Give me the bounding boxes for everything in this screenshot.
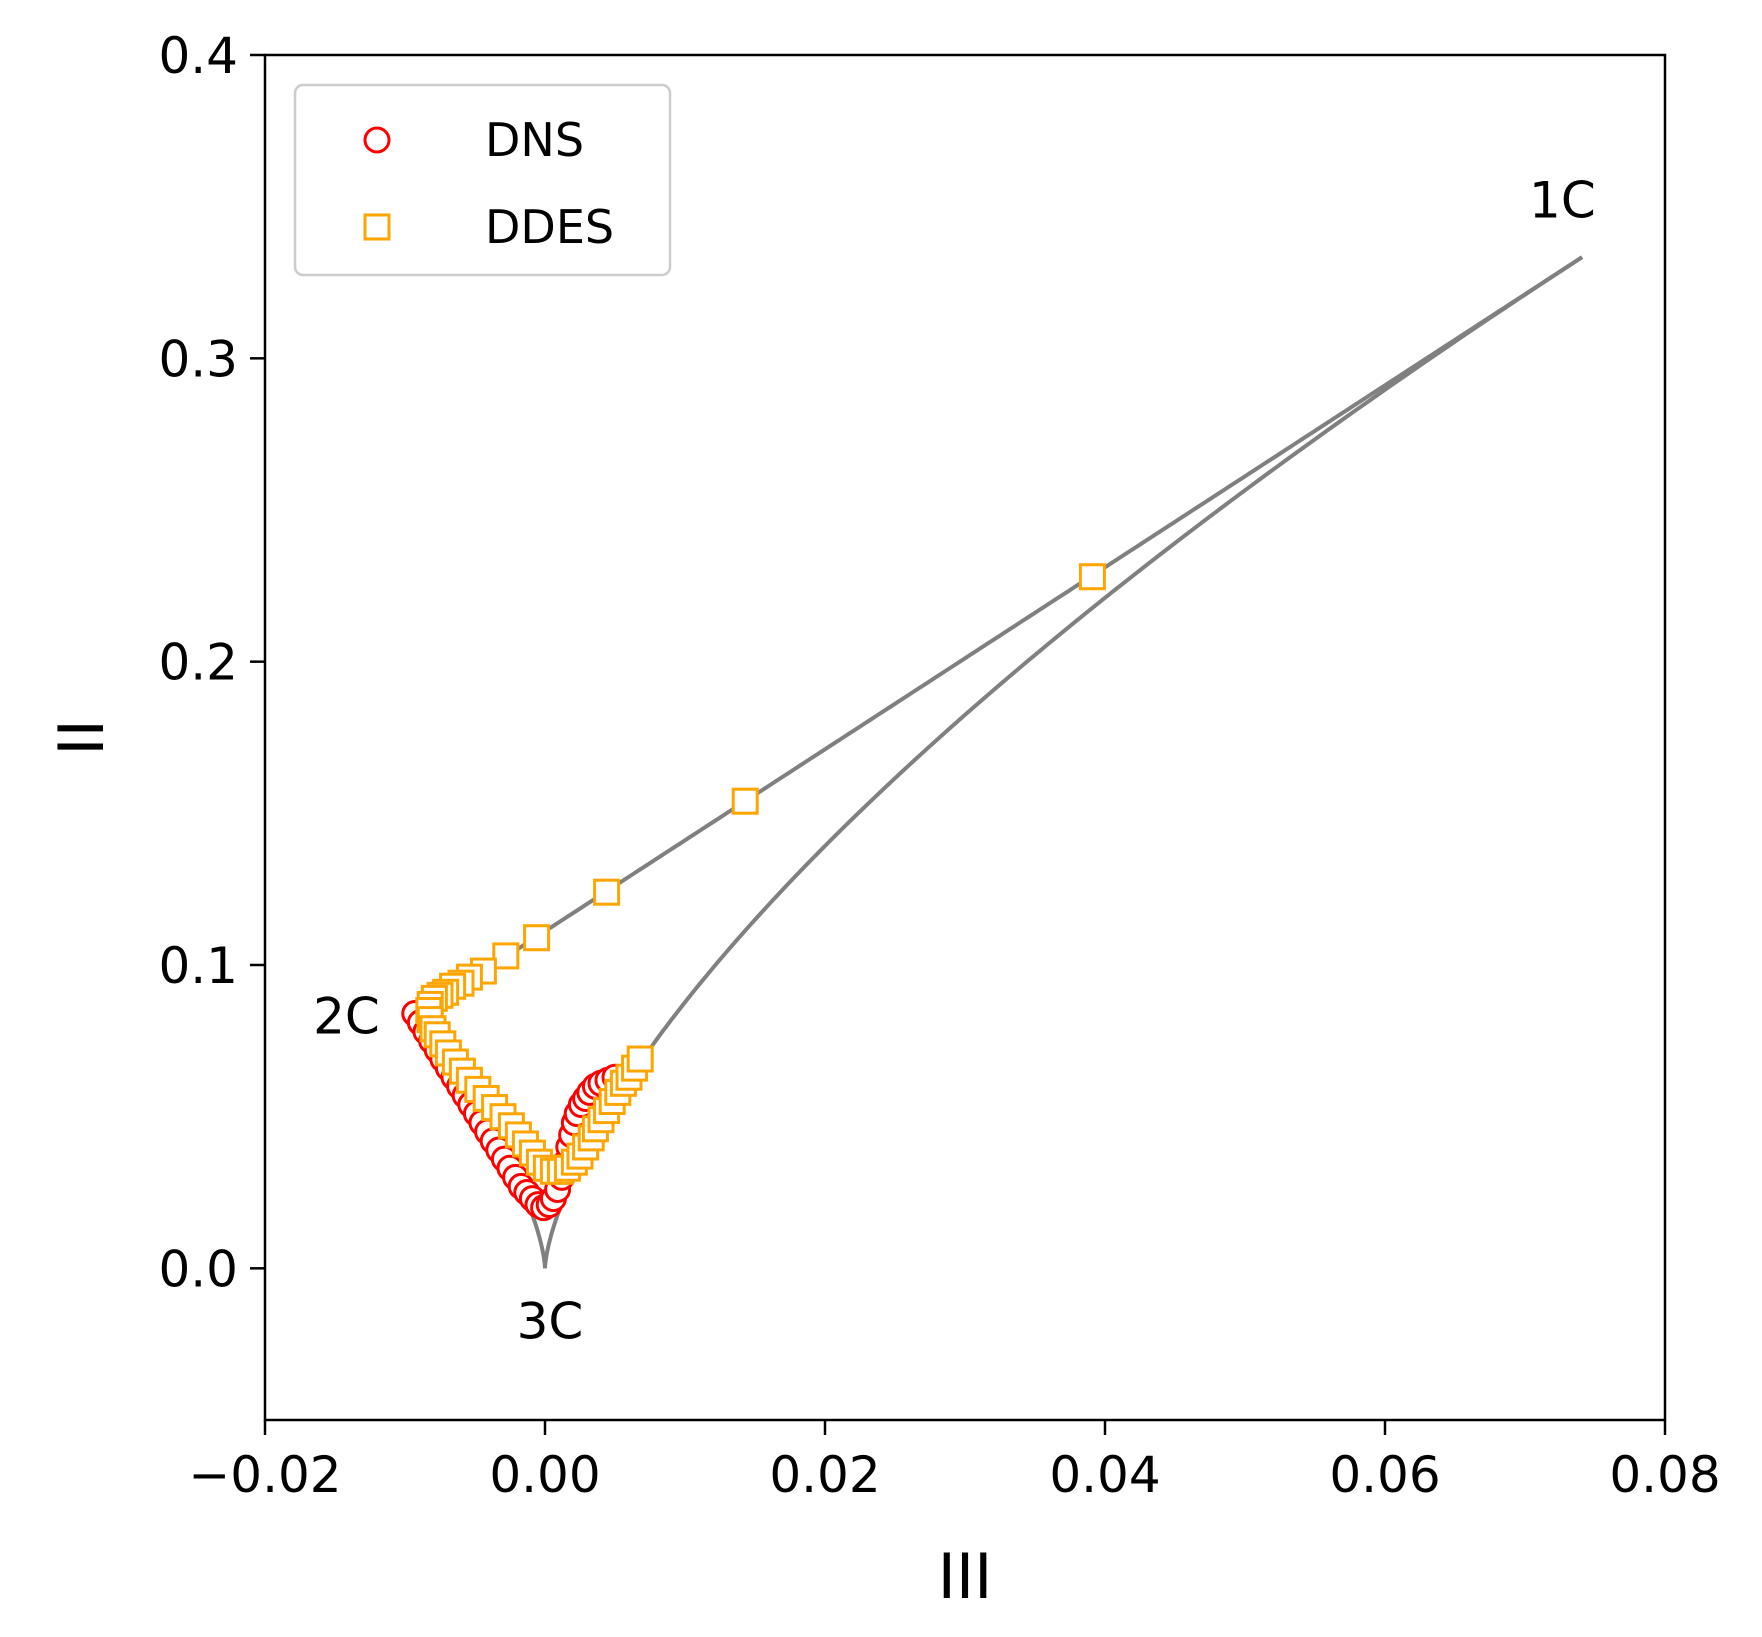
axis-ticks: −0.02 0.00 0.02 0.04 0.06 0.08 0.0 0.1 0.2 0.3 0.4 <box>158 27 1720 1504</box>
ddes-point <box>492 942 520 970</box>
legend-dns-marker <box>363 126 391 154</box>
ddes-point <box>626 1045 654 1073</box>
corner-labels: 1C 2C 3C <box>313 171 1596 1350</box>
corner-label: 1C <box>1529 171 1596 229</box>
y-tick-label: 0.4 <box>158 27 238 85</box>
legend-label: DDES <box>485 200 614 254</box>
plot-frame <box>263 53 1667 1422</box>
y-tick-label: 0.3 <box>158 330 238 388</box>
axisymmetric-expansion-curve <box>543 255 1584 1269</box>
x-tick-label: 0.06 <box>1329 1446 1440 1504</box>
ddes-point <box>593 878 621 906</box>
ddes-point <box>1078 563 1106 591</box>
data-points <box>401 563 1106 1222</box>
corner-label: 3C <box>517 1292 584 1350</box>
x-tick-label: 0.02 <box>769 1446 880 1504</box>
legend: DNS DDES <box>293 83 672 277</box>
x-tick-label: 0.08 <box>1609 1446 1720 1504</box>
x-tick-label: 0.00 <box>489 1446 600 1504</box>
y-tick-label: 0.0 <box>158 1240 238 1298</box>
y-tick-label: 0.1 <box>158 937 238 995</box>
legend-ddes-marker <box>363 213 391 241</box>
y-tick-label: 0.2 <box>158 634 238 692</box>
corner-label: 2C <box>313 988 380 1046</box>
ddes-point <box>731 787 759 815</box>
y-axis-title: II <box>45 719 118 756</box>
x-axis-title: III <box>938 1540 993 1613</box>
ddes-point <box>523 924 551 952</box>
legend-label: DNS <box>485 113 584 167</box>
x-tick-label: 0.04 <box>1049 1446 1160 1504</box>
two-component-line <box>414 255 1584 1018</box>
x-tick-label: −0.02 <box>188 1446 341 1504</box>
